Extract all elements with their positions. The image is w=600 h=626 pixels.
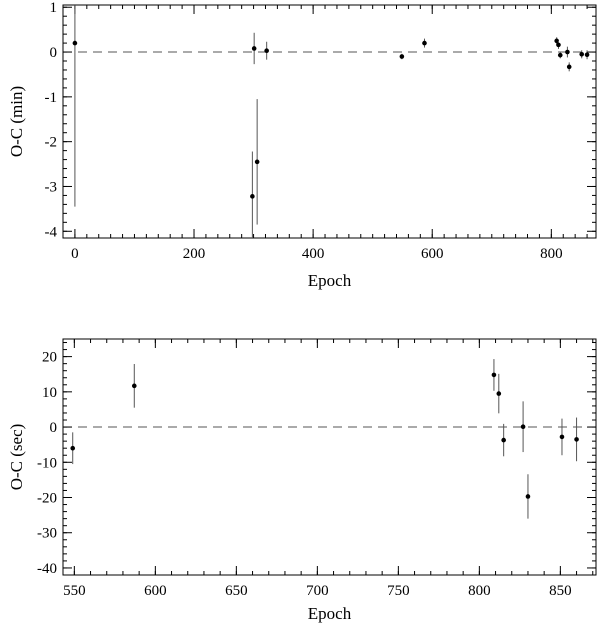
plot-frame [62,4,597,239]
x-axis-label: Epoch [308,604,352,623]
data-point [584,52,590,58]
data-point [251,46,257,51]
data-point [520,424,526,430]
x-tick-label: 750 [387,583,410,599]
y-tick-label: -40 [37,561,57,577]
data-point [557,52,563,58]
y-tick-label: 10 [42,385,57,401]
data-point [496,391,502,396]
y-axis-label: O-C (min) [7,86,26,157]
x-tick-label: 600 [421,246,444,262]
data-point [250,194,255,199]
y-tick-label: -4 [45,224,58,240]
plot-frame [62,338,597,576]
data-point [422,40,427,46]
y-tick-label: -1 [45,90,58,106]
y-tick-label: -3 [45,179,58,195]
bottom-panel-sec: 550 600 650 700 750 800 850 20 10 0 -10 -20 -30 -40 Ep… [7,338,597,623]
y-tick-label: -20 [37,491,57,507]
data-point [491,372,497,378]
data-point [131,383,137,389]
y-tick-label: -2 [45,135,58,151]
x-tick-label: 850 [549,583,572,599]
top-panel-min: 0 200 400 600 800 1 0 -1 -2 -3 -4 Epoch O-C (min) [7,0,597,290]
x-tick-label: 600 [144,583,167,599]
y-tick-label: 0 [50,45,58,61]
y-tick-label: -10 [37,455,57,471]
x-tick-label: 400 [302,246,325,262]
y-axis-label: O-C (sec) [7,424,26,491]
x-tick-label: 650 [225,583,248,599]
y-tick-label: -30 [37,526,57,542]
data-point [566,64,572,70]
data-point [254,159,260,165]
data-point [554,38,559,44]
data-point [70,445,76,451]
data-point [574,437,579,442]
data-point [559,434,565,440]
x-tick-label: 0 [71,246,79,262]
y-tick-label: 1 [50,0,58,16]
x-tick-label: 800 [540,246,563,262]
data-point [525,494,531,499]
x-tick-label: 550 [63,583,86,599]
data-point [556,42,561,48]
data-point [579,51,585,57]
data-point [72,40,78,46]
data-point [264,48,269,54]
data-point [501,437,506,443]
data-point [399,54,405,59]
x-tick-label: 700 [306,583,329,599]
x-tick-label: 800 [468,583,491,599]
y-tick-label: 20 [42,350,57,366]
x-tick-label: 200 [183,246,206,262]
x-axis-label: Epoch [308,271,352,290]
y-tick-label: 0 [50,420,58,436]
data-point [565,49,570,55]
